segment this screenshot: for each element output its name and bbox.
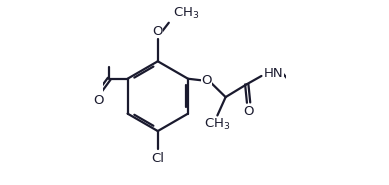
- Text: O: O: [244, 105, 254, 118]
- Text: O: O: [93, 94, 103, 107]
- Text: CH$_3$: CH$_3$: [204, 117, 231, 132]
- Text: O: O: [152, 25, 163, 38]
- Text: HN: HN: [264, 67, 284, 80]
- Text: CH$_3$: CH$_3$: [173, 6, 200, 21]
- Text: Cl: Cl: [151, 152, 164, 165]
- Text: O: O: [201, 74, 212, 87]
